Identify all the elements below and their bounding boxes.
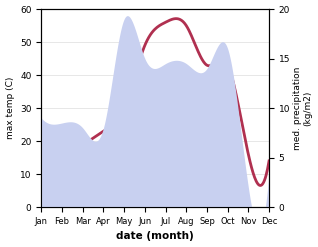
X-axis label: date (month): date (month) — [116, 231, 194, 242]
Y-axis label: med. precipitation
(kg/m2): med. precipitation (kg/m2) — [293, 66, 313, 150]
Y-axis label: max temp (C): max temp (C) — [5, 77, 15, 139]
